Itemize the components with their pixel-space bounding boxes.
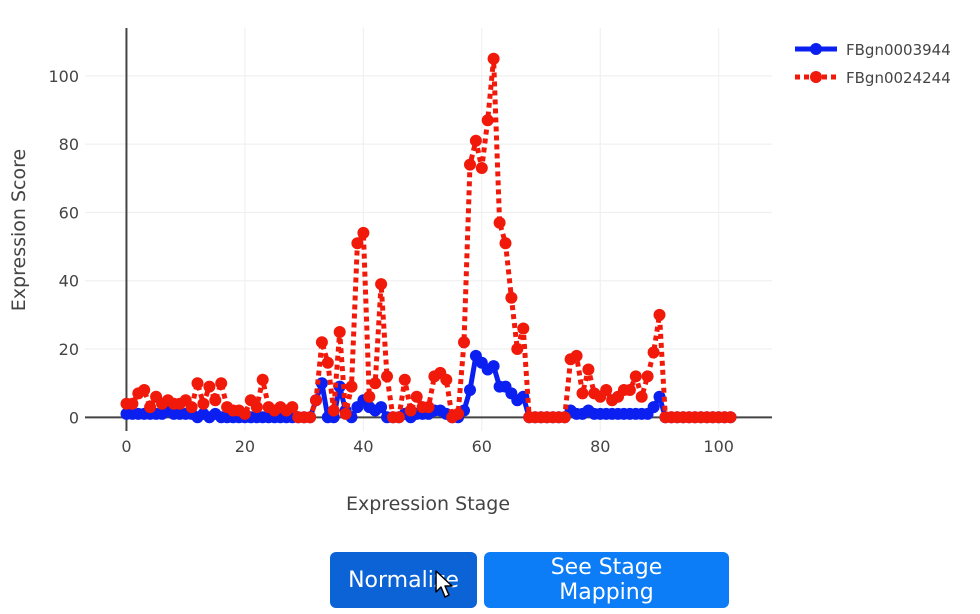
series-2-point xyxy=(493,216,506,229)
series-2-point xyxy=(250,401,263,414)
axes xyxy=(85,28,772,431)
series-2-point xyxy=(452,407,465,420)
series-2-point xyxy=(138,384,151,396)
series-2-point xyxy=(558,411,571,424)
tick-labels: 0 20 40 60 80 100 0 20 40 60 80 100 xyxy=(48,67,734,456)
series-2-point xyxy=(635,390,648,403)
series-layer xyxy=(120,52,737,424)
series-2-point xyxy=(191,377,204,390)
series-2-point xyxy=(339,407,352,420)
series-2-point xyxy=(315,336,328,349)
y-tick-label: 0 xyxy=(69,408,79,427)
series-2-point xyxy=(481,114,494,127)
series-2-point xyxy=(286,401,299,414)
series-2 xyxy=(120,52,737,424)
series-2-point xyxy=(647,346,660,359)
legend-item-series-1[interactable]: FBgn0003944 xyxy=(795,41,951,59)
y-tick-label: 100 xyxy=(48,67,79,86)
legend-label-series-1: FBgn0003944 xyxy=(846,41,951,59)
x-tick-label: 40 xyxy=(353,437,373,456)
series-2-point xyxy=(363,390,376,403)
series-2-point xyxy=(600,384,613,396)
series-2-point xyxy=(381,370,393,383)
x-tick-label: 0 xyxy=(121,437,131,456)
x-tick-label: 100 xyxy=(703,437,734,456)
series-2-point xyxy=(469,134,482,147)
series-2-point xyxy=(327,404,340,417)
legend-marker-series-2 xyxy=(810,71,822,83)
series-2-point xyxy=(422,401,435,414)
series-2-point xyxy=(256,373,269,386)
series-1-point xyxy=(464,384,476,396)
series-2-point xyxy=(357,226,370,239)
series-2-point xyxy=(582,363,595,376)
series-2-point xyxy=(215,377,228,390)
legend-item-series-2[interactable]: FBgn0024244 xyxy=(795,69,951,87)
x-tick-label: 60 xyxy=(472,437,492,456)
see-stage-mapping-button[interactable]: See Stage Mapping xyxy=(484,552,729,608)
series-2-point xyxy=(404,404,417,417)
series-2-point xyxy=(653,308,666,321)
series-2-point xyxy=(185,401,198,414)
series-2-point xyxy=(570,349,583,362)
series-2-point xyxy=(369,377,382,390)
series-2-point xyxy=(238,407,251,420)
series-2-point xyxy=(410,390,423,403)
series-2-point xyxy=(144,401,157,414)
series-2-point xyxy=(505,291,518,304)
series-2-point xyxy=(475,162,488,174)
y-axis-title: Expression Score xyxy=(8,149,30,311)
series-2-point xyxy=(458,336,470,349)
series-2-point xyxy=(197,397,210,410)
series-2-point xyxy=(499,237,512,250)
series-2-point xyxy=(203,380,216,393)
y-tick-label: 40 xyxy=(59,272,79,291)
legend: FBgn0003944 FBgn0024244 xyxy=(795,41,951,87)
series-1-point xyxy=(375,401,388,414)
legend-marker-series-1 xyxy=(810,43,822,55)
series-2-point xyxy=(392,411,405,424)
series-2-point xyxy=(351,237,364,250)
series-2-point xyxy=(511,343,524,355)
x-axis-title: Expression Stage xyxy=(346,493,510,515)
series-2-point xyxy=(576,387,589,400)
series-2-point xyxy=(623,384,636,396)
grid-lines xyxy=(85,28,772,431)
series-2-point xyxy=(641,370,654,383)
x-tick-label: 20 xyxy=(235,437,255,456)
y-tick-label: 60 xyxy=(59,203,79,222)
series-1-point xyxy=(487,360,500,373)
series-2-point xyxy=(209,394,222,407)
series-2-point xyxy=(724,411,737,424)
series-2-point xyxy=(321,356,334,369)
series-2-point xyxy=(310,394,322,407)
series-2-point xyxy=(440,373,453,386)
series-2-line xyxy=(126,56,731,420)
series-2-point xyxy=(375,278,388,291)
series-2-point xyxy=(345,380,358,393)
series-2-point xyxy=(398,373,411,386)
mouse-cursor-icon xyxy=(435,570,453,598)
series-2-point xyxy=(487,52,500,65)
series-2-point xyxy=(629,370,642,383)
legend-label-series-2: FBgn0024244 xyxy=(846,69,951,87)
series-2-point xyxy=(333,326,346,338)
series-2-point xyxy=(126,397,139,410)
x-tick-label: 80 xyxy=(590,437,610,456)
expression-chart: 0 20 40 60 80 100 0 20 40 60 80 100 Expression Stag… xyxy=(8,28,951,515)
series-2-point xyxy=(464,158,476,171)
y-tick-label: 20 xyxy=(59,340,79,359)
series-1-point xyxy=(647,401,660,414)
series-2-point xyxy=(517,322,530,335)
series-2-point xyxy=(304,411,317,424)
y-tick-label: 80 xyxy=(59,135,79,154)
